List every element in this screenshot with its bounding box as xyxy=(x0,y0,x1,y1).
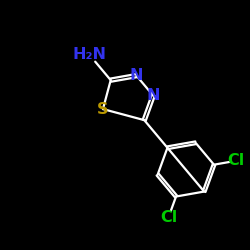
Text: N: N xyxy=(146,88,160,103)
Text: H₂N: H₂N xyxy=(72,47,106,62)
Text: Cl: Cl xyxy=(228,153,245,168)
Text: Cl: Cl xyxy=(160,210,177,225)
Text: S: S xyxy=(97,102,109,116)
Text: N: N xyxy=(130,68,143,83)
